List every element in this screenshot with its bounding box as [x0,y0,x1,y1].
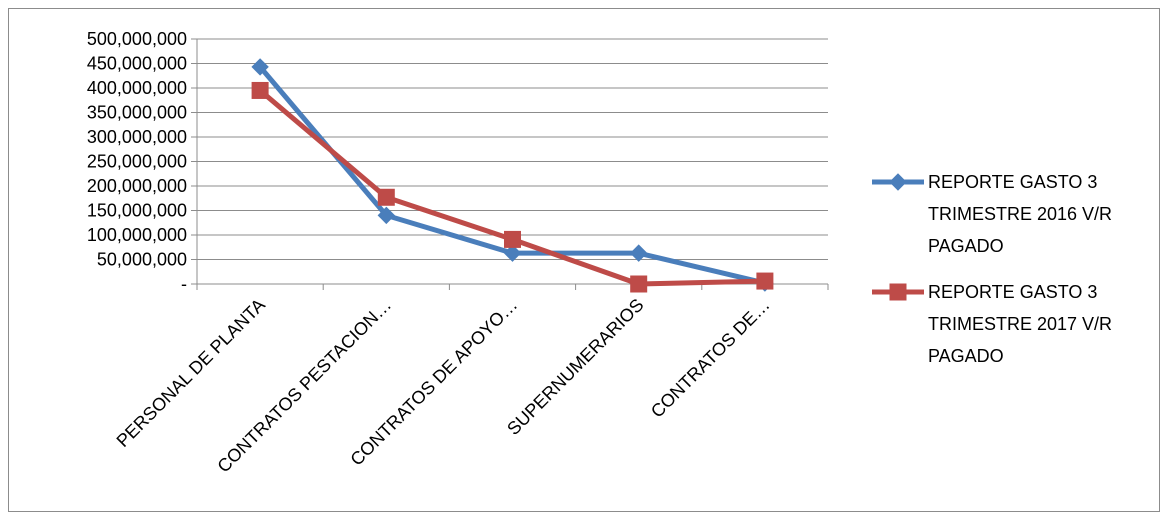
y-tick-label: 300,000,000 [87,127,187,147]
x-tick-label: SUPERNUMERARIOS [503,295,647,439]
gridlines [197,38,828,260]
data-point [377,206,396,225]
data-point [889,173,907,191]
data-point [889,283,907,301]
y-tick-label: 150,000,000 [87,201,187,221]
legend-label: REPORTE GASTO 3 TRIMESTRE 2016 V/R PAGADO [928,172,1112,256]
data-point [251,81,269,99]
y-tick-label: 250,000,000 [87,152,187,172]
data-point [504,230,521,248]
legend-label-line: TRIMESTRE 2016 V/R [928,204,1112,224]
y-tick-label: 50,000,000 [97,250,187,270]
x-tick-label: PERSONAL DE PLANTA [113,295,269,451]
y-tick-label: - [181,274,187,294]
legend-label-line: PAGADO [928,346,1004,366]
y-tick-label: 400,000,000 [87,78,187,98]
series-lines [251,58,774,293]
data-point [377,188,395,206]
legend: REPORTE GASTO 3 TRIMESTRE 2016 V/R PAGADOR… [872,172,1112,366]
data-point [630,275,648,293]
legend-label-line: REPORTE GASTO 3 [928,172,1097,192]
legend-label-line: PAGADO [928,236,1004,256]
data-point [503,244,522,262]
x-tick-label: CONTRATOS DE… [647,295,774,422]
y-tick-label: 100,000,000 [87,225,187,245]
y-tick-label: 450,000,000 [87,54,187,74]
data-point [756,272,774,290]
legend-label: REPORTE GASTO 3 TRIMESTRE 2017 V/R PAGADO [928,282,1112,366]
data-point [629,244,648,262]
legend-label-line: TRIMESTRE 2017 V/R [928,314,1112,334]
y-axis-ticks: - 50,000,000 100,000,000 150,000,000 200,000… [87,29,187,294]
data-point [251,58,269,76]
y-tick-label: 500,000,000 [87,29,187,49]
y-tick-label: 200,000,000 [87,176,187,196]
y-tick-label: 350,000,000 [87,103,187,123]
legend-label-line: REPORTE GASTO 3 [928,282,1097,302]
